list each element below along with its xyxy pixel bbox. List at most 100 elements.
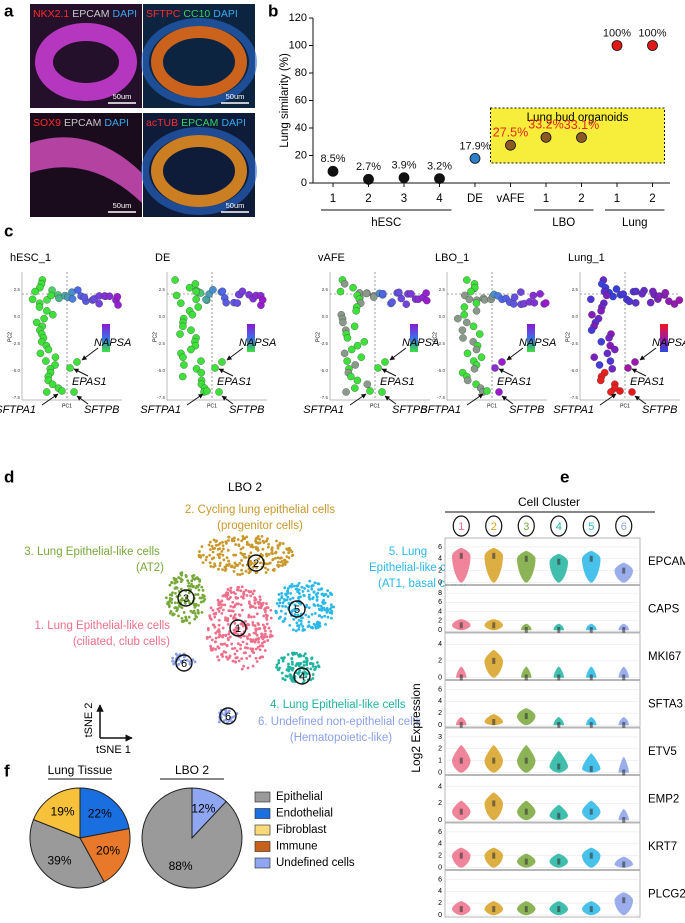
cell-point	[278, 564, 281, 567]
y-tick-label: 1	[438, 757, 442, 764]
cell-point	[257, 623, 261, 626]
cell-point	[243, 552, 247, 556]
cell-point	[301, 629, 305, 632]
cell-point	[225, 541, 228, 545]
cell-point	[220, 712, 224, 716]
cell-point	[276, 563, 279, 567]
arrow	[498, 368, 514, 377]
cell-point	[309, 626, 313, 629]
gene-point	[218, 358, 226, 366]
cell-point	[261, 539, 265, 543]
cell-point	[239, 547, 243, 551]
median-box	[589, 674, 593, 681]
slice-label: 12%	[191, 801, 215, 815]
cell-point	[281, 601, 285, 605]
cluster-marker	[229, 619, 247, 637]
cell-point	[270, 634, 274, 638]
gene-label: NAPSA	[94, 337, 131, 349]
cell-point	[194, 593, 197, 596]
cell-point	[280, 560, 284, 563]
violin	[455, 666, 467, 678]
cell-point	[221, 608, 225, 612]
x-tick-label: 1	[543, 193, 549, 205]
cell-point	[347, 345, 356, 354]
cell-point	[258, 648, 262, 652]
gene-label: EPAS1	[72, 376, 107, 388]
gene-name: EPCAM	[648, 556, 685, 568]
cell-point	[233, 299, 242, 307]
cluster-number: 6	[621, 521, 627, 533]
stain-label: acTUB EPCAM DAPI	[146, 117, 246, 129]
cell-point	[167, 600, 171, 604]
gene-label: SFTPA1	[140, 404, 181, 416]
cell-point	[190, 579, 194, 583]
cell-point	[295, 651, 298, 655]
violin	[614, 892, 634, 916]
gene-label: EPAS1	[497, 376, 532, 388]
cell-point	[264, 571, 268, 574]
cell-point	[279, 609, 283, 613]
cell-point	[227, 559, 231, 563]
cluster-marker	[452, 515, 470, 537]
cell-point	[460, 311, 469, 319]
cell-point	[265, 602, 268, 605]
violin	[549, 750, 569, 773]
cell-point	[232, 570, 236, 573]
cell-point	[44, 345, 53, 354]
cell-point	[258, 541, 262, 545]
cell-point	[180, 361, 188, 369]
gene-point	[498, 358, 506, 366]
cell-point	[330, 605, 333, 609]
gene-point	[495, 388, 503, 396]
cell-point	[330, 609, 334, 613]
cell-point	[285, 555, 289, 559]
cell-point	[297, 627, 301, 631]
cell-point	[192, 287, 200, 296]
cell-point	[299, 602, 303, 606]
cell-point	[242, 651, 246, 655]
cell-point	[321, 600, 325, 604]
cell-point	[205, 637, 209, 640]
violin	[553, 717, 565, 726]
y-tick-label: 4	[438, 556, 442, 563]
cell-point	[187, 599, 191, 603]
cell-point	[224, 712, 228, 715]
cell-point	[182, 611, 186, 614]
y-tick-label: -5.0	[570, 368, 578, 373]
cell-point	[202, 594, 206, 598]
cell-point	[172, 576, 176, 580]
cell-point	[307, 593, 311, 597]
cell-point	[278, 542, 282, 546]
value-label: 33.2%	[528, 118, 563, 132]
cluster-number: 6	[181, 658, 187, 670]
cluster-number: 5	[294, 604, 300, 616]
cell-point	[606, 357, 615, 365]
cell-point	[177, 576, 181, 579]
x-axis-label: PC1	[487, 403, 497, 409]
dot	[469, 152, 481, 164]
cell-point	[198, 550, 201, 553]
cell-point	[179, 577, 183, 581]
dot	[540, 131, 552, 143]
pie-title: LBO 2	[175, 763, 209, 777]
cell-point	[216, 553, 220, 557]
cell-point	[605, 334, 613, 342]
cell-point	[283, 559, 287, 562]
cell-point	[209, 606, 213, 610]
cell-point	[171, 591, 174, 595]
cell-point	[174, 591, 177, 595]
cell-point	[332, 605, 336, 609]
cell-point	[232, 553, 236, 557]
facet	[444, 775, 641, 823]
cell-point	[255, 633, 259, 637]
cell-point	[319, 604, 323, 608]
cell-point	[245, 535, 249, 539]
cell-point	[281, 677, 285, 680]
cell-point	[288, 623, 292, 627]
cell-point	[221, 633, 225, 637]
y-tick-label: 2.5	[322, 287, 329, 292]
cell-point	[171, 276, 179, 284]
legend-label: Immune	[276, 841, 318, 853]
cell-point	[261, 623, 265, 627]
y-tick-label: -7.5	[570, 395, 578, 400]
